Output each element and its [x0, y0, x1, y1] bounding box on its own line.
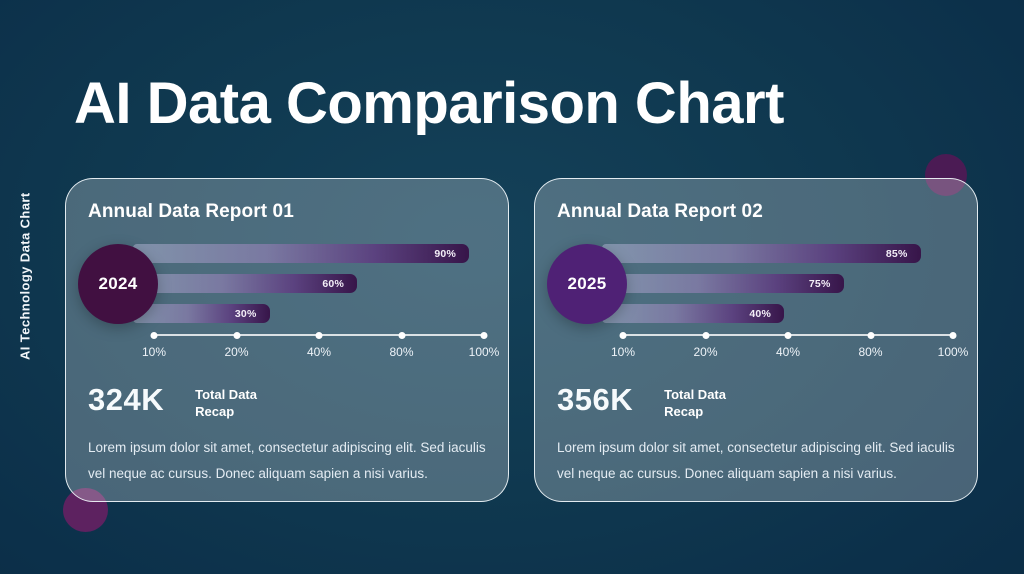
axis-tick-label: 100% — [937, 345, 969, 359]
card-title: Annual Data Report 02 — [557, 201, 763, 222]
report-card-2: Annual Data Report 02 85% 75% 40% 2025 1… — [534, 178, 978, 502]
bar-value-label: 40% — [749, 307, 771, 320]
bar-row: 60% — [133, 274, 357, 293]
bar-group: 90% 60% 30% — [133, 244, 483, 323]
axis-tick-label: 40% — [775, 345, 801, 359]
axis-tick-dot — [233, 331, 240, 339]
bar-value-label: 75% — [808, 277, 831, 290]
bar-value-label: 30% — [234, 307, 257, 320]
bar-value-label: 90% — [434, 247, 456, 260]
axis-tick-labels: 10% 20% 40% 80% 100% — [603, 345, 973, 359]
bar-row: 30% — [133, 304, 270, 323]
total-row: 356K Total Data Recap — [557, 382, 726, 420]
bar-group: 85% 75% 40% — [602, 244, 952, 323]
bar-value-label: 60% — [322, 277, 344, 290]
axis-tick-label: 20% — [693, 345, 718, 359]
axis-tick-label: 100% — [468, 345, 500, 359]
card-description: Lorem ipsum dolor sit amet, consectetur … — [88, 440, 486, 481]
bar-row: 40% — [602, 304, 784, 323]
axis-tick-dot — [315, 331, 323, 339]
total-label-line2: Recap — [664, 404, 704, 419]
total-label-line1: Total Data — [195, 387, 257, 402]
axis-tick-labels: 10% 20% 40% 80% 100% — [134, 345, 504, 359]
chart-axis — [150, 331, 488, 339]
total-value: 356K — [557, 382, 634, 417]
year-circle: 2024 — [78, 244, 158, 324]
total-label: Total Data Recap — [664, 382, 726, 420]
total-label-line2: Recap — [195, 404, 235, 419]
report-card-1: Annual Data Report 01 90% 60% 30% 2024 1… — [65, 178, 509, 502]
bar-row: 75% — [602, 274, 844, 293]
axis-tick-label: 10% — [610, 345, 636, 359]
bar-value-label: 85% — [885, 247, 908, 260]
total-row: 324K Total Data Recap — [88, 382, 257, 420]
axis-tick-label: 80% — [858, 345, 883, 359]
axis-tick-label: 20% — [224, 345, 249, 359]
axis-tick-dot — [150, 331, 158, 339]
axis-tick-label: 40% — [306, 345, 332, 359]
sidebar-vertical-label: AI Technology Data Chart — [17, 192, 33, 360]
page-title: AI Data Comparison Chart — [74, 71, 784, 136]
bar-row: 90% — [133, 244, 469, 263]
total-value: 324K — [88, 382, 165, 417]
bar-chart: 90% 60% 30% 2024 10% 20% 40% 80% 100% — [66, 239, 508, 359]
axis-tick-dot — [480, 331, 488, 339]
axis-tick-dot — [619, 331, 627, 339]
axis-tick-dot — [949, 331, 957, 339]
total-label: Total Data Recap — [195, 382, 257, 420]
card-title: Annual Data Report 01 — [88, 201, 294, 222]
axis-tick-dot — [784, 331, 792, 339]
axis-tick-label: 10% — [141, 345, 167, 359]
year-circle: 2025 — [547, 244, 627, 324]
axis-tick-dot — [398, 331, 405, 339]
card-description: Lorem ipsum dolor sit amet, consectetur … — [557, 440, 955, 481]
bar-chart: 85% 75% 40% 2025 10% 20% 40% 80% 100% — [535, 239, 977, 359]
bar-row: 85% — [602, 244, 921, 263]
axis-tick-label: 80% — [389, 345, 414, 359]
total-label-line1: Total Data — [664, 387, 726, 402]
axis-tick-dot — [702, 331, 709, 339]
chart-axis — [619, 331, 957, 339]
axis-tick-dot — [867, 331, 874, 339]
